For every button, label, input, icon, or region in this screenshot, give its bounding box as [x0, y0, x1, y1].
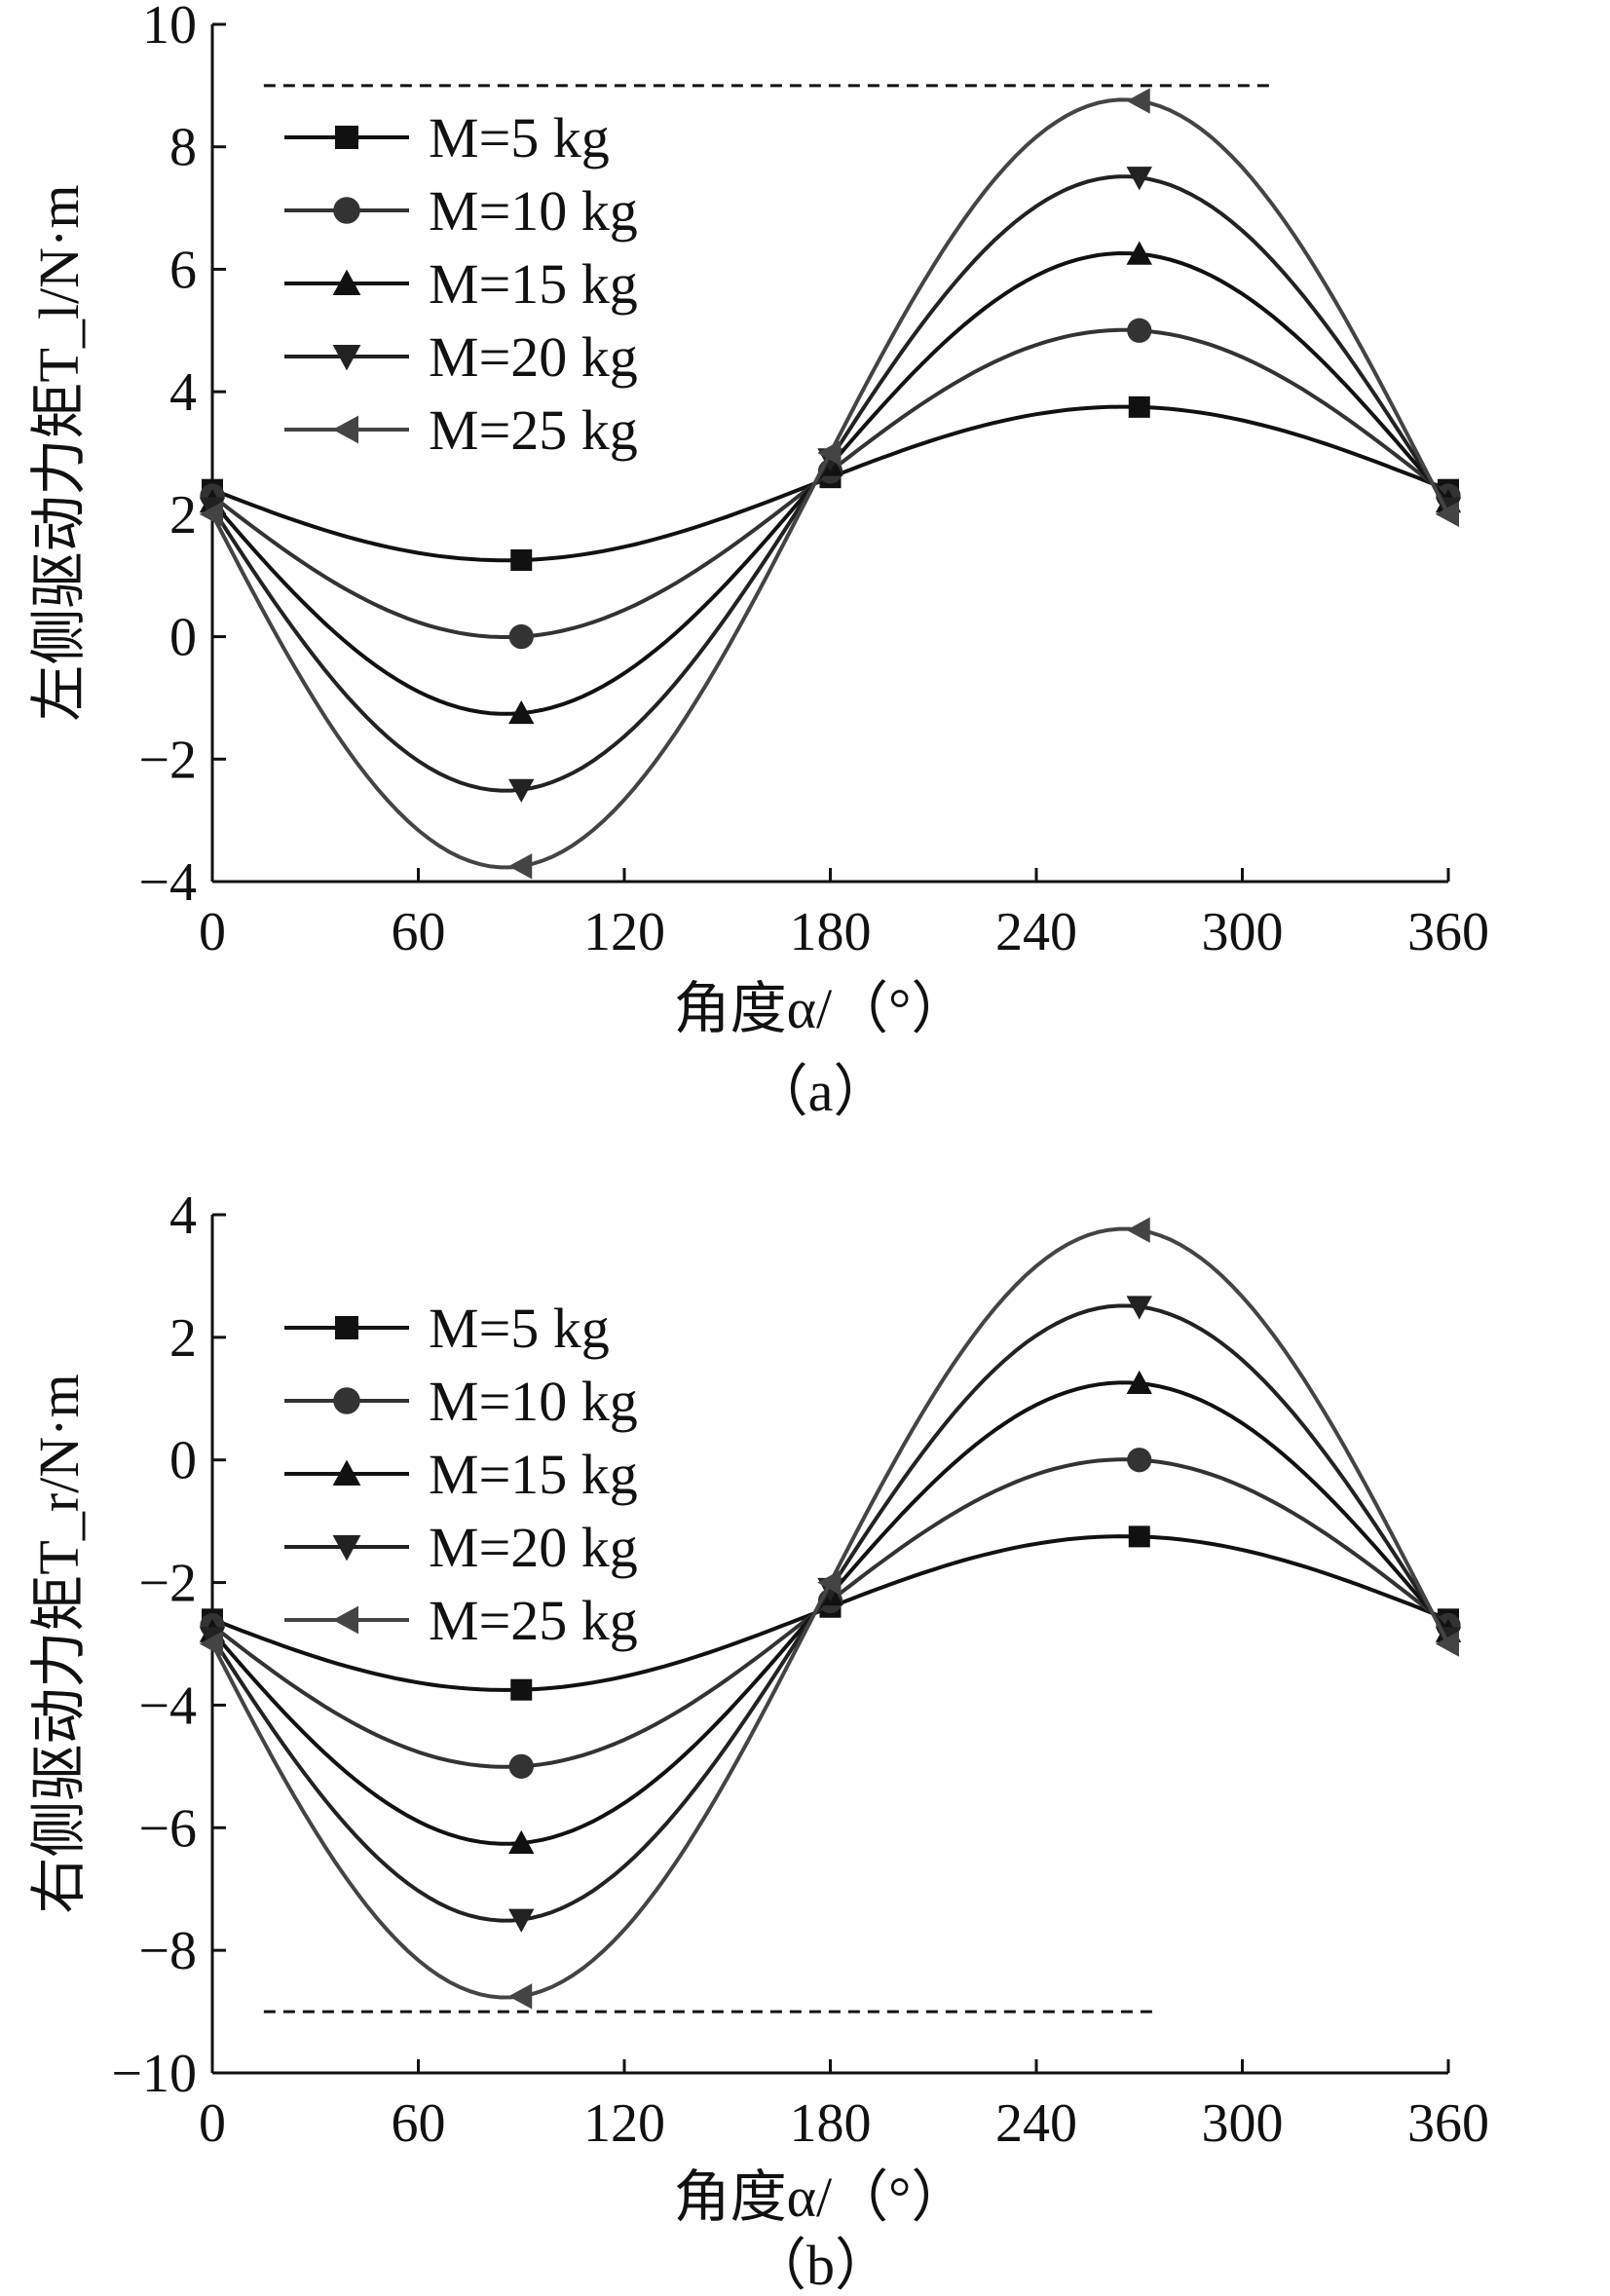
data-point: [817, 439, 842, 467]
legend-marker: [332, 415, 358, 444]
data-point: [508, 853, 533, 880]
x-axis-label: 角度α/（°）: [674, 2165, 968, 2229]
data-point: [1128, 1525, 1150, 1548]
x-tick-label: 120: [583, 902, 665, 962]
data-point: [1126, 1217, 1150, 1243]
x-tick-label: 60: [392, 902, 446, 962]
data-point: [1126, 241, 1152, 265]
y-tick-label: 2: [169, 1308, 197, 1369]
chart-caption: （a）: [752, 1060, 890, 1123]
legend-marker: [332, 345, 361, 371]
y-tick-label: −8: [138, 1921, 197, 1981]
y-tick-label: 8: [169, 118, 197, 178]
x-tick-label: 360: [1407, 2093, 1489, 2154]
y-axis-label: 左侧驱动力矩T_l/N·m: [27, 185, 91, 722]
y-tick-label: −10: [111, 2044, 197, 2104]
data-point: [508, 1983, 533, 2010]
data-point: [508, 1908, 535, 1933]
x-tick-label: 180: [790, 902, 872, 962]
y-tick-label: −2: [138, 1554, 197, 1614]
x-tick-label: 240: [995, 902, 1077, 962]
data-point: [1127, 1448, 1152, 1473]
y-tick-label: −6: [138, 1798, 197, 1859]
data-point: [199, 501, 223, 528]
data-point: [1126, 88, 1150, 114]
y-tick-label: 0: [169, 1431, 197, 1491]
data-point: [1435, 501, 1459, 528]
chart-b: 0 60 120 180 240 300 360 −10 −8 −6 −4 −2 0 2 4 M=5 kg M=…: [27, 1186, 1489, 2296]
x-tick-label: 300: [1202, 2093, 1284, 2154]
data-point: [508, 1829, 535, 1855]
x-tick-label: 360: [1407, 902, 1489, 962]
y-tick-label: −4: [138, 1675, 197, 1736]
legend-entry: M=15 kg: [429, 252, 638, 316]
data-point: [1126, 1370, 1152, 1395]
legend-marker: [332, 1459, 361, 1486]
data-point: [1435, 1631, 1459, 1657]
data-point: [817, 1569, 842, 1596]
legend-marker: [333, 197, 360, 224]
data-point: [1126, 167, 1152, 191]
legend-entry: M=10 kg: [429, 1370, 638, 1433]
y-tick-label: −4: [138, 852, 197, 913]
data-point: [508, 1753, 534, 1780]
y-tick-label: 6: [169, 240, 197, 300]
x-tick-label: 0: [199, 902, 226, 962]
legend-entry: M=25 kg: [429, 1589, 638, 1652]
legend-entry: M=10 kg: [429, 179, 638, 243]
x-tick-label: 300: [1202, 902, 1284, 962]
legend-marker: [333, 1387, 360, 1414]
x-tick-label: 60: [392, 2093, 446, 2154]
legend-marker: [332, 1605, 358, 1635]
y-tick-label: 4: [169, 1186, 197, 1246]
data-point: [508, 699, 535, 725]
legend-entry: M=15 kg: [429, 1443, 638, 1506]
data-point: [1128, 395, 1150, 418]
y-axis-label: 右侧驱动力矩T_r/N·m: [27, 1374, 91, 1913]
y-tick-label: −2: [138, 730, 197, 790]
legend-marker: [332, 269, 361, 295]
y-tick-label: 10: [142, 0, 197, 56]
x-tick-label: 120: [583, 2093, 665, 2154]
y-tick-label: 4: [169, 362, 197, 423]
legend-entry: M=20 kg: [429, 1516, 638, 1579]
legend-marker: [332, 1535, 361, 1562]
data-point: [1127, 318, 1152, 343]
data-point: [508, 623, 534, 650]
data-point: [510, 1678, 533, 1701]
x-axis-label: 角度α/（°）: [674, 977, 968, 1040]
chart-caption: （b）: [750, 2234, 891, 2296]
chart-a: 0 60 120 180 240 300 360 −4 −2 0 2 4 6 8 10 M=5 kg M=10 …: [27, 0, 1489, 1123]
legend-marker: [335, 126, 358, 149]
data-point: [199, 1631, 223, 1657]
x-tick-label: 240: [995, 2093, 1077, 2154]
legend-entry: M=5 kg: [429, 106, 610, 169]
y-tick-label: 2: [169, 485, 197, 546]
legend-entry: M=25 kg: [429, 398, 638, 462]
data-point: [510, 549, 533, 571]
legend-entry: M=5 kg: [429, 1297, 610, 1360]
data-point: [1126, 1296, 1152, 1320]
x-tick-label: 0: [199, 2093, 226, 2154]
legend-marker: [335, 1316, 358, 1339]
x-tick-label: 180: [790, 2093, 872, 2154]
y-tick-label: 0: [169, 608, 197, 668]
data-point: [508, 778, 535, 803]
legend-entry: M=20 kg: [429, 325, 638, 389]
